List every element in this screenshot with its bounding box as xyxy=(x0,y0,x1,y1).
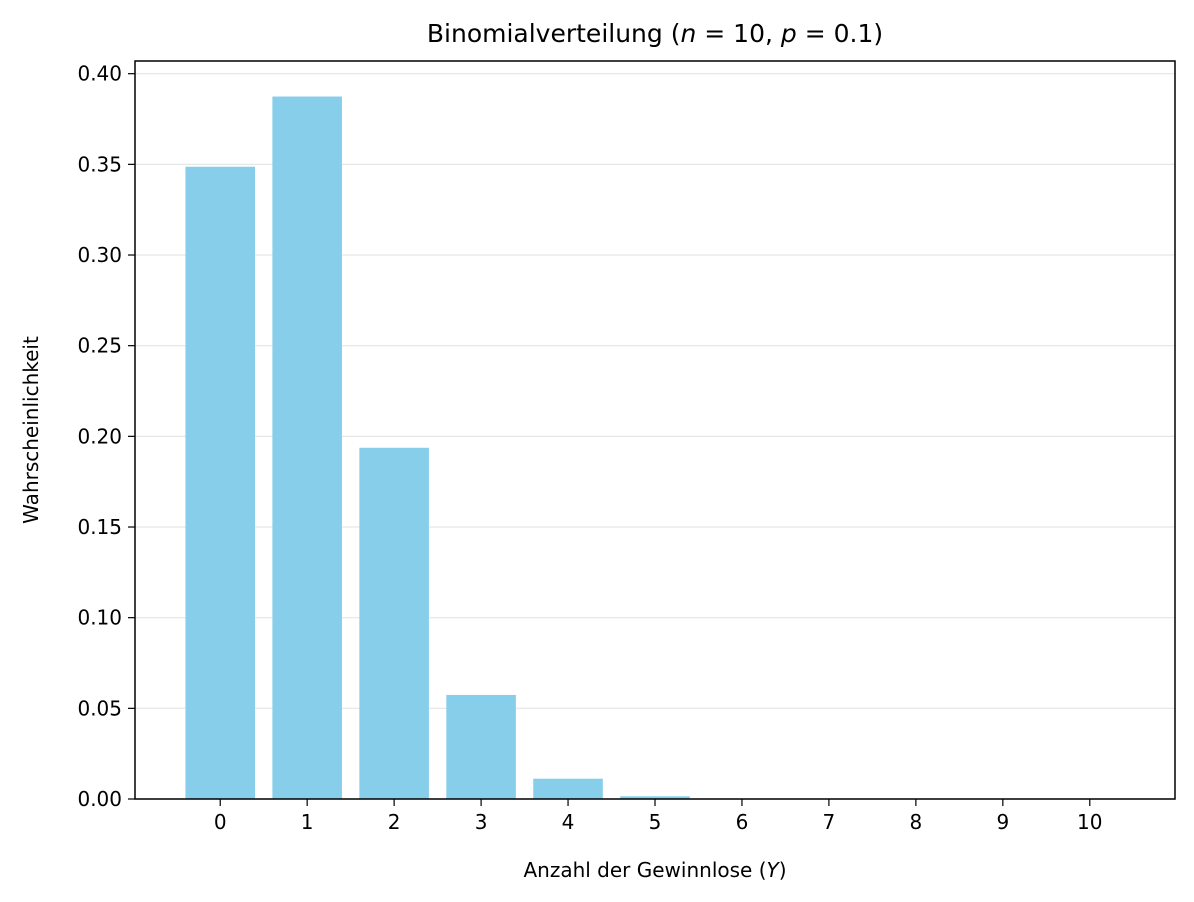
y-tick-label: 0.25 xyxy=(77,334,122,358)
bars xyxy=(185,96,777,800)
y-tick-label: 0.05 xyxy=(77,696,122,720)
x-tick-label: 4 xyxy=(562,810,575,834)
title-eq-n: = 10, xyxy=(696,19,781,48)
x-ticks: 0 1 2 3 4 5 6 7 8 9 10 xyxy=(214,799,1103,834)
bar-3 xyxy=(446,694,516,799)
x-tick-label: 7 xyxy=(823,810,836,834)
xlabel-suffix: ) xyxy=(779,858,787,882)
bar-2 xyxy=(359,447,429,799)
title-var-p: p xyxy=(780,19,797,48)
x-axis-label: Anzahl der Gewinnlose (Y) xyxy=(523,858,786,882)
title-var-n: n xyxy=(680,19,696,48)
x-tick-label: 5 xyxy=(649,810,662,834)
x-tick-label: 3 xyxy=(475,810,488,834)
xlabel-prefix: Anzahl der Gewinnlose ( xyxy=(523,858,766,882)
bar-1 xyxy=(272,96,342,800)
y-tick-label: 0.30 xyxy=(77,243,122,267)
y-tick-label: 0.10 xyxy=(77,606,122,630)
y-tick-label: 0.35 xyxy=(77,152,122,176)
y-axis-label: Wahrscheinlichkeit xyxy=(19,336,43,524)
bar-0 xyxy=(185,166,255,800)
x-tick-label: 1 xyxy=(301,810,314,834)
x-tick-label: 6 xyxy=(736,810,749,834)
chart-title: Binomialverteilung (n = 10, p = 0.1) xyxy=(427,19,883,48)
title-prefix: Binomialverteilung ( xyxy=(427,19,681,48)
x-tick-label: 8 xyxy=(910,810,923,834)
x-tick-label: 10 xyxy=(1077,810,1102,834)
xlabel-var: Y xyxy=(767,858,781,882)
title-suffix: ) xyxy=(873,19,883,48)
bar-4 xyxy=(533,778,603,799)
y-tick-label: 0.15 xyxy=(77,515,122,539)
x-tick-label: 2 xyxy=(388,810,401,834)
x-tick-label: 0 xyxy=(214,810,227,834)
y-tick-label: 0.20 xyxy=(77,424,122,448)
y-tick-label: 0.00 xyxy=(77,787,122,811)
y-tick-label: 0.40 xyxy=(77,62,122,86)
x-tick-label: 9 xyxy=(996,810,1009,834)
title-eq-p: = 0.1 xyxy=(797,19,874,48)
y-ticks: 0.00 0.05 0.10 0.15 0.20 0.25 0.30 0.35 0.40 xyxy=(77,62,135,811)
bar-5 xyxy=(620,796,690,799)
